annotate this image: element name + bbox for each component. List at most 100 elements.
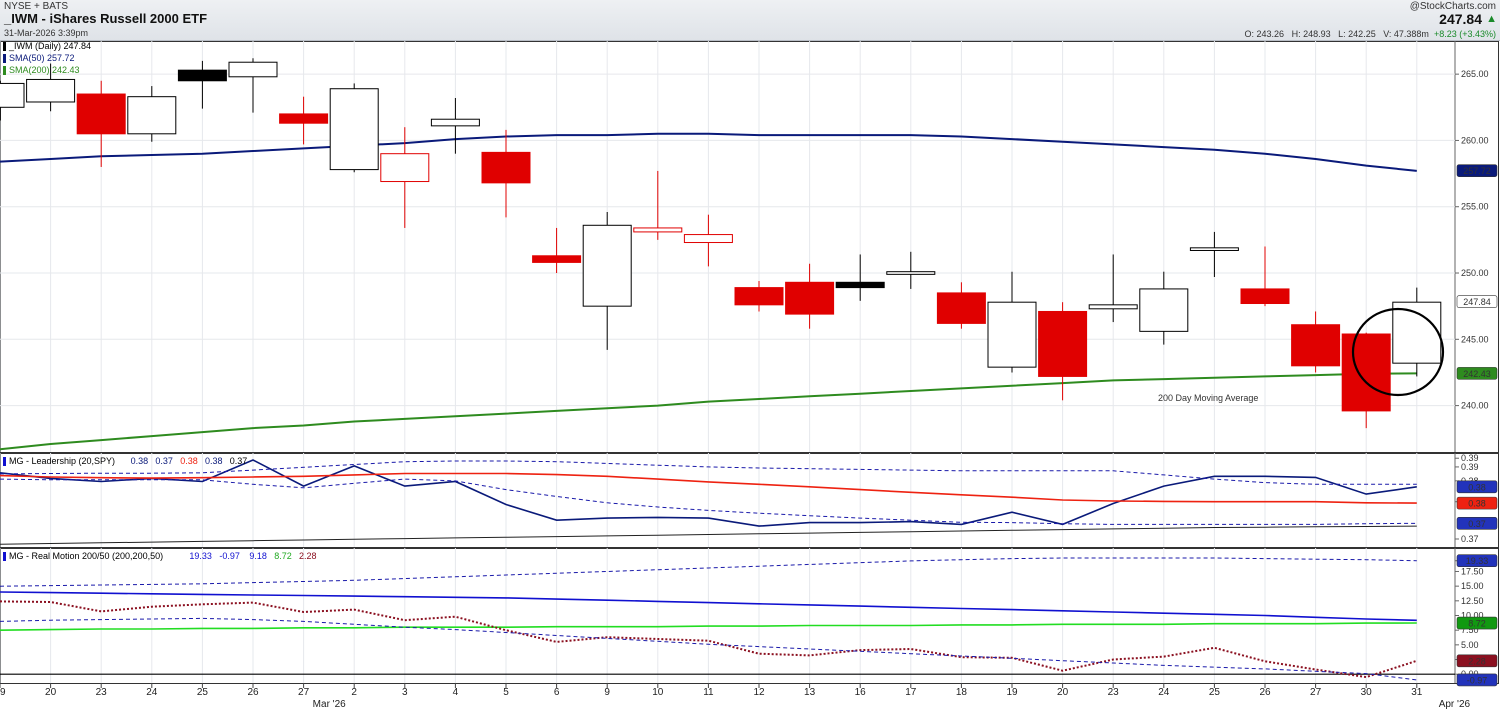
- candle-body: [1088, 304, 1138, 310]
- x-tick-label: 2: [351, 687, 357, 698]
- ind1-series-3: [0, 478, 1417, 525]
- low-label: L:: [1338, 29, 1346, 39]
- x-tick-label: 19: [1006, 687, 1018, 698]
- ind2-series-3: [0, 557, 1417, 587]
- ind2-series-2: [0, 600, 1418, 679]
- x-tick-label: 31: [1411, 687, 1423, 698]
- x-tick-label: 20: [45, 687, 57, 698]
- x-tick-label: 6: [554, 687, 560, 698]
- ind2-tag-bg: [1456, 554, 1498, 568]
- ind1-legend-value: 0.37: [230, 456, 248, 466]
- stockcharts-logo[interactable]: @StockCharts.com: [1409, 1, 1496, 12]
- ind2-tag-bg: [1456, 616, 1498, 630]
- legend-swatch-1: [3, 54, 6, 63]
- x-month-label: Apr '26: [1439, 699, 1471, 710]
- candle-body: [936, 292, 986, 324]
- sma50-tag: 257.72: [1463, 166, 1491, 176]
- ind2-series-4: [0, 617, 1417, 681]
- ind1-tag-bg: [1456, 517, 1498, 530]
- x-tick-label: 25: [197, 687, 209, 698]
- ind2-tick-label: 10.00: [1461, 611, 1484, 621]
- ind2-legend-value: 2.28: [299, 551, 317, 561]
- candle-body: [430, 118, 480, 127]
- candle-body: [1291, 324, 1341, 367]
- ind2-tick-label: 17.50: [1461, 566, 1484, 576]
- x-tick-label: 20: [1057, 687, 1069, 698]
- candle-body: [1392, 301, 1442, 364]
- panel-frame-1: [0, 453, 1499, 548]
- x-tick-label: 25: [1209, 687, 1221, 698]
- x-tick-label: 16: [855, 687, 867, 698]
- last-price-tag-bg: [1456, 295, 1498, 308]
- ind1-legend-title: MG - Leadership (20,SPY): [9, 456, 115, 466]
- price-tick-label: 240.00: [1461, 401, 1489, 411]
- volume-value: 47.388m: [1393, 29, 1429, 39]
- legend-swatch-2: [3, 66, 6, 75]
- candle-body: [532, 255, 582, 263]
- candle-body: [380, 153, 430, 183]
- sma200-tag: 242.43: [1463, 369, 1491, 379]
- ind1-series-2: [0, 460, 1417, 485]
- candle-body: [481, 151, 531, 184]
- x-tick-label: 26: [247, 687, 259, 698]
- chart-title: _IWM - iShares Russell 2000 ETF: [4, 11, 208, 26]
- candle-body: [228, 61, 278, 78]
- sma50-tag-bg: [1456, 164, 1498, 177]
- ind1-legend-value: 0.38: [180, 456, 198, 466]
- chart-header: NYSE + BATS _IWM - iShares Russell 2000 …: [0, 0, 1500, 41]
- ind1-series-1: [0, 472, 1417, 504]
- ind2-tag: -0.97: [1467, 675, 1488, 685]
- price-tick-label: 260.00: [1461, 135, 1489, 145]
- ind1-legend-value: 0.37: [155, 456, 173, 466]
- high-value: 248.93: [1303, 29, 1331, 39]
- x-tick-label: 30: [1361, 687, 1373, 698]
- price-tick-label: 245.00: [1461, 334, 1489, 344]
- x-tick-label: 23: [1108, 687, 1120, 698]
- candle-body: [987, 301, 1037, 368]
- legend-swatch-0: [3, 42, 6, 51]
- ind2-legend-title: MG - Real Motion 200/50 (200,200,50): [9, 551, 163, 561]
- candle-body: [886, 271, 936, 275]
- highlight-circle: [1351, 307, 1445, 397]
- ind2-tick-label: 15.00: [1461, 581, 1484, 591]
- low-value: 242.25: [1348, 29, 1376, 39]
- ind1-series-0: [0, 459, 1417, 527]
- ind2-tick-label: 7.50: [1461, 625, 1479, 635]
- sma200-line: [0, 372, 1417, 451]
- chart-date: 31-Mar-2026 3:39pm: [4, 28, 89, 38]
- x-tick-label: 19: [0, 687, 6, 698]
- last-price-tag: 247.84: [1463, 297, 1491, 307]
- ind1-tick-label: 0.37: [1461, 534, 1479, 544]
- ind1-tick-label: 0.39: [1461, 453, 1479, 463]
- open-label: O:: [1244, 29, 1255, 39]
- candle-body: [329, 88, 379, 171]
- x-tick-label: 11: [703, 687, 714, 698]
- candle-body: [785, 281, 835, 315]
- candle-body: [279, 113, 329, 124]
- high-label: H:: [1291, 29, 1301, 39]
- ind2-tag: 8.72: [1468, 619, 1486, 629]
- ind1-legend-value: 0.38: [205, 456, 223, 466]
- price-legend-entry: SMA(50) 257.72: [9, 53, 75, 63]
- ind2-legend-swatch: [3, 552, 6, 561]
- candle-body: [26, 78, 76, 103]
- ind1-tag: 0.37: [1468, 519, 1486, 529]
- price-legend-entry: SMA(200) 242.43: [9, 65, 80, 75]
- ind1-legend-swatch: [3, 457, 6, 466]
- x-tick-label: 5: [503, 687, 509, 698]
- sma200-annotation: 200 Day Moving Average: [1158, 393, 1258, 403]
- ind1-tick-label: 0.39: [1461, 462, 1479, 472]
- x-tick-label: 24: [1158, 687, 1170, 698]
- x-tick-label: 18: [956, 687, 968, 698]
- x-tick-label: 4: [453, 687, 459, 698]
- x-tick-label: 23: [96, 687, 108, 698]
- candle-body: [1240, 288, 1290, 305]
- x-tick-label: 26: [1259, 687, 1271, 698]
- up-triangle-icon: ▲: [1486, 13, 1497, 25]
- ind1-tag: 0.38: [1468, 482, 1486, 492]
- volume-label: V:: [1383, 29, 1392, 39]
- candle-body: [1139, 288, 1189, 332]
- candle-body: [683, 234, 733, 244]
- exchange-label: NYSE + BATS: [4, 1, 69, 12]
